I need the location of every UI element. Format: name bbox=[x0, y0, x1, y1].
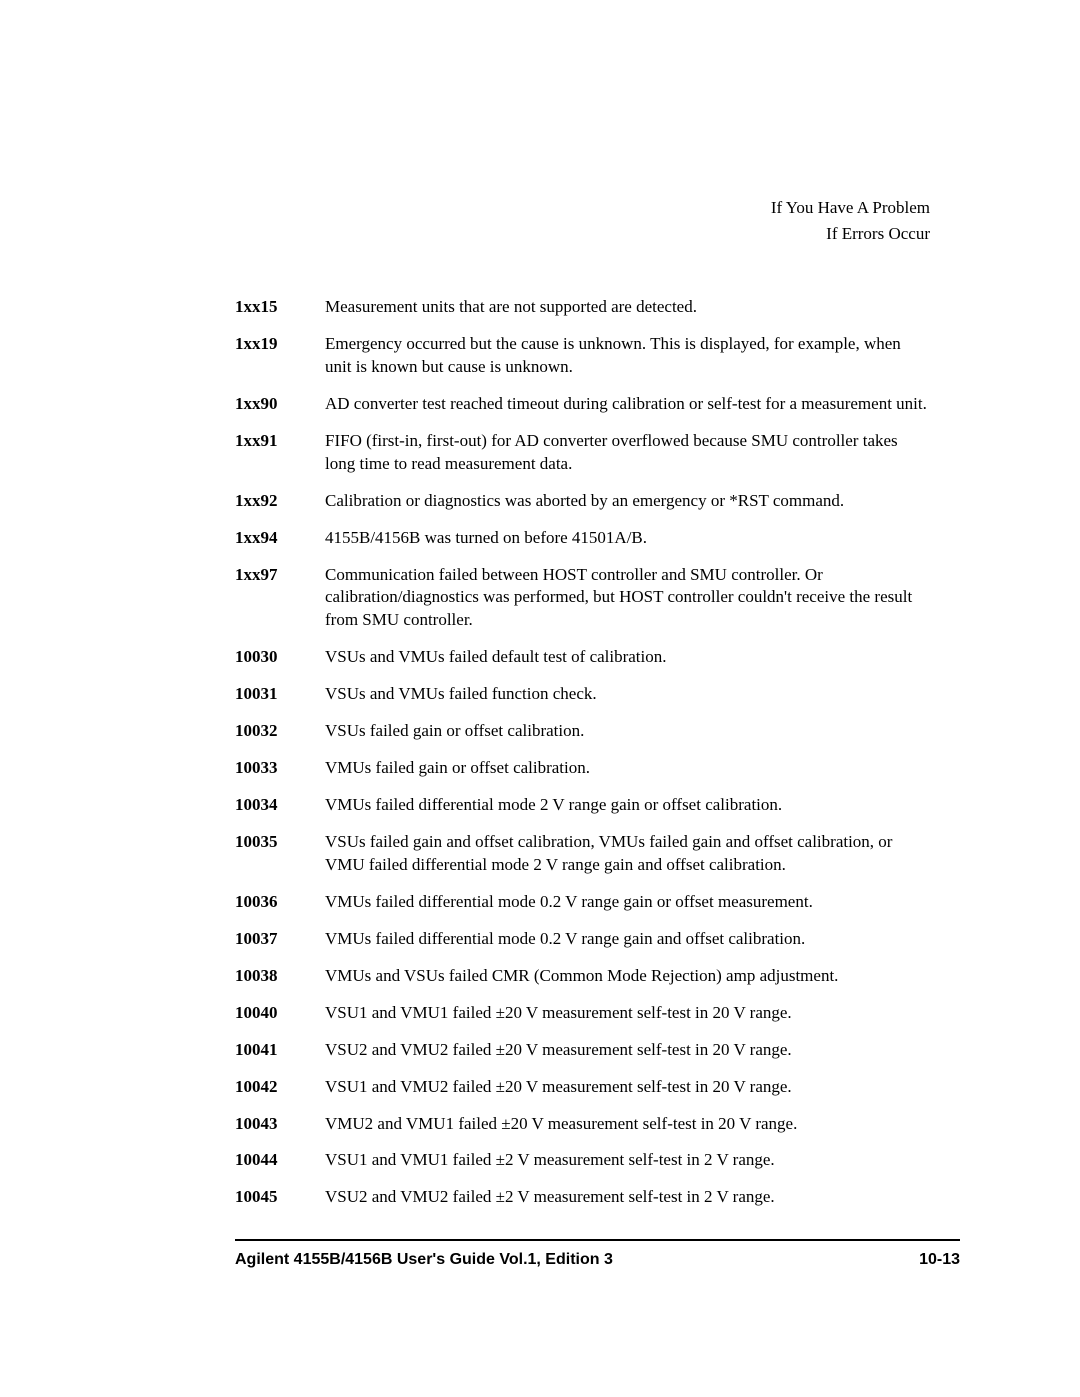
error-code: 10044 bbox=[235, 1149, 325, 1172]
error-entry: 1xx94 4155B/4156B was turned on before 4… bbox=[235, 527, 960, 550]
error-code: 10040 bbox=[235, 1002, 325, 1025]
error-entry: 1xx90 AD converter test reached timeout … bbox=[235, 393, 960, 416]
error-description: VSUs and VMUs failed default test of cal… bbox=[325, 646, 960, 669]
error-entry: 1xx92 Calibration or diagnostics was abo… bbox=[235, 490, 960, 513]
error-entry: 10031 VSUs and VMUs failed function chec… bbox=[235, 683, 960, 706]
error-description: VSUs and VMUs failed function check. bbox=[325, 683, 960, 706]
error-entry: 1xx97 Communication failed between HOST … bbox=[235, 564, 960, 633]
error-entry: 10041 VSU2 and VMU2 failed ±20 V measure… bbox=[235, 1039, 960, 1062]
page-footer: Agilent 4155B/4156B User's Guide Vol.1, … bbox=[235, 1239, 960, 1269]
page-header: If You Have A Problem If Errors Occur bbox=[235, 195, 960, 246]
error-entry: 10042 VSU1 and VMU2 failed ±20 V measure… bbox=[235, 1076, 960, 1099]
error-code: 1xx19 bbox=[235, 333, 325, 379]
error-description: Calibration or diagnostics was aborted b… bbox=[325, 490, 960, 513]
error-code: 10038 bbox=[235, 965, 325, 988]
error-description: VSU1 and VMU2 failed ±20 V measurement s… bbox=[325, 1076, 960, 1099]
error-description: VMUs failed differential mode 2 V range … bbox=[325, 794, 960, 817]
error-code: 1xx94 bbox=[235, 527, 325, 550]
error-description: VMU2 and VMU1 failed ±20 V measurement s… bbox=[325, 1113, 960, 1136]
error-entry: 10032 VSUs failed gain or offset calibra… bbox=[235, 720, 960, 743]
error-entry: 10034 VMUs failed differential mode 2 V … bbox=[235, 794, 960, 817]
error-description: VMUs failed gain or offset calibration. bbox=[325, 757, 960, 780]
error-description: VSU2 and VMU2 failed ±2 V measurement se… bbox=[325, 1186, 960, 1209]
error-entry: 10036 VMUs failed differential mode 0.2 … bbox=[235, 891, 960, 914]
error-description: VSUs failed gain or offset calibration. bbox=[325, 720, 960, 743]
error-code: 10034 bbox=[235, 794, 325, 817]
error-description: VMUs failed differential mode 0.2 V rang… bbox=[325, 891, 960, 914]
error-code: 1xx91 bbox=[235, 430, 325, 476]
error-description: VMUs failed differential mode 0.2 V rang… bbox=[325, 928, 960, 951]
error-entry: 1xx91 FIFO (first-in, first-out) for AD … bbox=[235, 430, 960, 476]
error-description: VMUs and VSUs failed CMR (Common Mode Re… bbox=[325, 965, 960, 988]
error-entry: 10043 VMU2 and VMU1 failed ±20 V measure… bbox=[235, 1113, 960, 1136]
error-entry: 10035 VSUs failed gain and offset calibr… bbox=[235, 831, 960, 877]
error-code: 1xx92 bbox=[235, 490, 325, 513]
error-description: Emergency occurred but the cause is unkn… bbox=[325, 333, 960, 379]
error-code: 10031 bbox=[235, 683, 325, 706]
error-description: VSU1 and VMU1 failed ±20 V measurement s… bbox=[325, 1002, 960, 1025]
error-entry: 1xx15 Measurement units that are not sup… bbox=[235, 296, 960, 319]
error-entry: 10033 VMUs failed gain or offset calibra… bbox=[235, 757, 960, 780]
error-code: 1xx90 bbox=[235, 393, 325, 416]
error-code: 1xx15 bbox=[235, 296, 325, 319]
error-description: 4155B/4156B was turned on before 41501A/… bbox=[325, 527, 960, 550]
error-description: VSU1 and VMU1 failed ±2 V measurement se… bbox=[325, 1149, 960, 1172]
error-entry: 10030 VSUs and VMUs failed default test … bbox=[235, 646, 960, 669]
error-description: AD converter test reached timeout during… bbox=[325, 393, 960, 416]
header-line-1: If You Have A Problem bbox=[235, 195, 930, 221]
error-code: 10045 bbox=[235, 1186, 325, 1209]
error-code: 10032 bbox=[235, 720, 325, 743]
error-description: FIFO (first-in, first-out) for AD conver… bbox=[325, 430, 960, 476]
error-code: 10037 bbox=[235, 928, 325, 951]
error-code: 10043 bbox=[235, 1113, 325, 1136]
header-line-2: If Errors Occur bbox=[235, 221, 930, 247]
error-code-list: 1xx15 Measurement units that are not sup… bbox=[235, 296, 960, 1209]
footer-title: Agilent 4155B/4156B User's Guide Vol.1, … bbox=[235, 1251, 919, 1269]
error-code: 10042 bbox=[235, 1076, 325, 1099]
error-code: 10030 bbox=[235, 646, 325, 669]
error-code: 10035 bbox=[235, 831, 325, 877]
error-code: 1xx97 bbox=[235, 564, 325, 633]
error-description: VSUs failed gain and offset calibration,… bbox=[325, 831, 960, 877]
error-entry: 10037 VMUs failed differential mode 0.2 … bbox=[235, 928, 960, 951]
error-entry: 10040 VSU1 and VMU1 failed ±20 V measure… bbox=[235, 1002, 960, 1025]
footer-page-number: 10-13 bbox=[919, 1251, 960, 1269]
error-entry: 10044 VSU1 and VMU1 failed ±2 V measurem… bbox=[235, 1149, 960, 1172]
error-entry: 10045 VSU2 and VMU2 failed ±2 V measurem… bbox=[235, 1186, 960, 1209]
error-code: 10036 bbox=[235, 891, 325, 914]
error-description: VSU2 and VMU2 failed ±20 V measurement s… bbox=[325, 1039, 960, 1062]
error-entry: 10038 VMUs and VSUs failed CMR (Common M… bbox=[235, 965, 960, 988]
error-description: Communication failed between HOST contro… bbox=[325, 564, 960, 633]
error-code: 10041 bbox=[235, 1039, 325, 1062]
error-code: 10033 bbox=[235, 757, 325, 780]
error-description: Measurement units that are not supported… bbox=[325, 296, 960, 319]
error-entry: 1xx19 Emergency occurred but the cause i… bbox=[235, 333, 960, 379]
